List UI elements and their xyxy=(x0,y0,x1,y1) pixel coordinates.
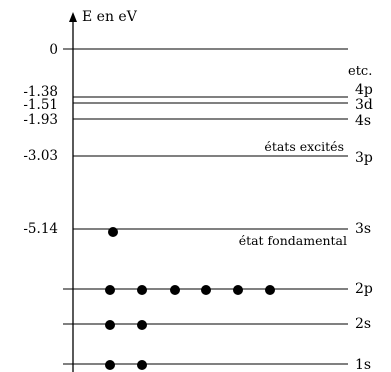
electron-2s-2 xyxy=(137,320,147,330)
electron-2p-3 xyxy=(170,285,180,295)
level-4s-energy: -1.93 xyxy=(23,112,58,128)
electron-2p-1 xyxy=(105,285,115,295)
electron-1s-2 xyxy=(137,360,147,370)
ground-state-label: état fondamental xyxy=(239,233,347,248)
electron-2p-5 xyxy=(233,285,243,295)
electron-1s-1 xyxy=(105,360,115,370)
level-4s-label: 4s xyxy=(355,113,371,129)
electron-2p-2 xyxy=(137,285,147,295)
level-3d-energy: -1.51 xyxy=(23,97,58,113)
excited-states-label: états excités xyxy=(264,139,344,154)
level-3s-energy: -5.14 xyxy=(23,221,58,237)
level-1s-label: 1s xyxy=(355,357,371,372)
electron-2s-1 xyxy=(105,320,115,330)
etc-label: etc. xyxy=(348,64,372,79)
level-4p-label: 4p xyxy=(355,82,373,98)
level-3s-label: 3s xyxy=(355,221,371,237)
axis-arrow-icon xyxy=(69,12,77,22)
level-zero-energy: 0 xyxy=(49,42,58,58)
level-2s-label: 2s xyxy=(355,316,371,332)
axis-label: E en eV xyxy=(82,9,138,25)
level-3p-energy: -3.03 xyxy=(23,148,58,164)
level-3d-label: 3d xyxy=(355,97,373,113)
electron-3s-1 xyxy=(108,227,118,237)
electron-2p-6 xyxy=(265,285,275,295)
electron-2p-4 xyxy=(201,285,211,295)
level-2p-label: 2p xyxy=(355,281,373,297)
level-4p-energy: -1.38 xyxy=(23,84,58,100)
level-3p-label: 3p xyxy=(355,150,373,166)
